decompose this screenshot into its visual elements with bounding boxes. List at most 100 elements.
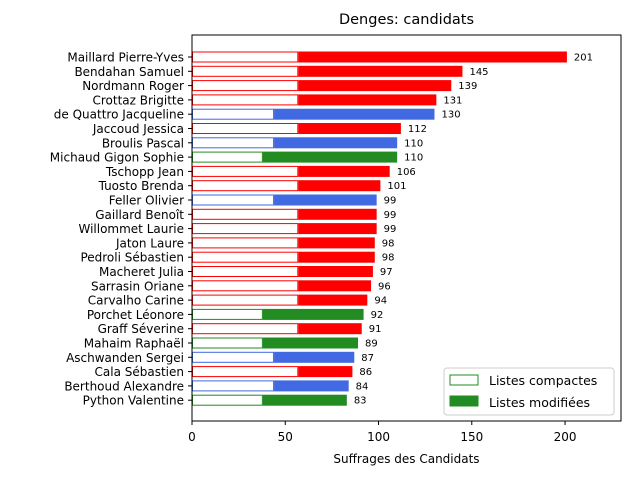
bar-compactes <box>192 108 275 120</box>
bar-modifiees <box>298 251 375 263</box>
candidate-label: Sarrasin Oriane <box>91 279 184 293</box>
value-label: 84 <box>356 381 369 392</box>
bar-modifiees <box>298 51 567 63</box>
bar-modifiees <box>298 237 375 249</box>
bar-compactes <box>192 51 299 63</box>
candidate-label: Berthoud Alexandre <box>64 379 184 393</box>
value-label: 130 <box>441 110 460 121</box>
x-tick-label: 0 <box>188 430 196 444</box>
bar-modifiees <box>298 180 381 192</box>
bar-modifiees <box>262 151 398 163</box>
chart-title: Denges: candidats <box>339 12 474 28</box>
value-label: 110 <box>404 138 423 149</box>
legend-label-modifiees: Listes modifiées <box>489 395 590 410</box>
bar-compactes <box>192 251 299 263</box>
x-ticks-group: 0 50 100 150 200 <box>188 421 576 444</box>
bar-compactes <box>192 380 275 392</box>
bar-modifiees <box>298 266 373 277</box>
bar-modifiees <box>274 380 349 392</box>
candidate-label: Michaud Gigon Sophie <box>50 151 184 165</box>
bar-modifiees <box>298 223 377 235</box>
bar-compactes <box>192 366 299 378</box>
bar-modifiees <box>274 108 435 120</box>
candidate-label: Mahaim Raphaël <box>84 337 184 351</box>
value-label: 110 <box>404 153 423 164</box>
bar-compactes <box>192 351 275 363</box>
candidate-label: Tschopp Jean <box>105 165 184 179</box>
bar-compactes <box>192 323 299 335</box>
value-label: 201 <box>574 53 593 64</box>
value-label: 98 <box>382 238 395 249</box>
bar-modifiees <box>262 394 347 406</box>
bar-modifiees <box>298 94 437 106</box>
value-label: 89 <box>365 339 378 350</box>
candidate-label: Aschwanden Sergei <box>66 351 184 365</box>
value-label: 106 <box>397 167 416 178</box>
candidate-label: Jaton Laure <box>115 236 184 250</box>
value-labels-group: 201 145 139 131 130 112 110 110 106 101 99 99 99 98 98… <box>354 53 593 407</box>
value-label: 86 <box>359 367 372 378</box>
bar-compactes <box>192 237 299 249</box>
bar-compactes <box>192 266 299 277</box>
value-label: 99 <box>384 224 397 235</box>
legend-swatch-compactes <box>449 374 479 386</box>
candidate-label: Graff Séverine <box>98 322 184 336</box>
plot-frame <box>191 34 622 422</box>
value-label: 99 <box>384 210 397 221</box>
bar-modifiees <box>298 80 452 92</box>
bar-compactes <box>192 123 299 134</box>
value-label: 101 <box>387 181 406 192</box>
bar-modifiees <box>298 165 390 177</box>
bar-modifiees <box>274 194 377 206</box>
legend-box <box>443 367 615 416</box>
legend: Listes compactes Listes modifiées <box>443 367 615 416</box>
bar-compactes <box>192 65 299 77</box>
bar-compactes <box>192 337 263 349</box>
candidate-label: Broulis Pascal <box>102 136 184 150</box>
value-label: 94 <box>374 296 387 307</box>
bar-compactes <box>192 151 263 163</box>
legend-label-compactes: Listes compactes <box>489 373 597 388</box>
value-label: 145 <box>469 67 488 78</box>
bar-modifiees <box>262 337 359 349</box>
bar-compactes <box>192 180 299 192</box>
value-label: 139 <box>458 81 477 92</box>
bar-compactes <box>192 80 299 92</box>
value-label: 87 <box>361 353 374 364</box>
bar-modifiees <box>274 351 355 363</box>
candidate-label: Porchet Léonore <box>87 308 184 322</box>
candidate-label: Willommet Laurie <box>78 222 184 236</box>
value-label: 98 <box>382 253 395 264</box>
candidate-label: Maillard Pierre-Yves <box>67 51 184 65</box>
x-tick-label: 150 <box>460 430 483 444</box>
bar-modifiees <box>298 208 377 220</box>
bar-modifiees <box>274 137 398 149</box>
bar-compactes <box>192 394 263 406</box>
value-label: 112 <box>408 124 427 135</box>
bar-modifiees <box>298 280 372 292</box>
x-tick-label: 200 <box>554 430 577 444</box>
bar-compactes <box>192 223 299 235</box>
bar-compactes <box>192 94 299 106</box>
value-label: 96 <box>378 281 391 292</box>
x-axis-title: Suffrages des Candidats <box>333 452 479 466</box>
bar-modifiees <box>262 308 364 320</box>
candidate-label: Tuosto Brenda <box>98 179 184 193</box>
value-label: 92 <box>371 310 384 321</box>
candidate-label: Cala Sébastien <box>95 365 184 379</box>
candidate-label: Crottaz Brigitte <box>92 93 184 107</box>
bar-compactes <box>192 137 275 149</box>
candidate-label: de Quattro Jacqueline <box>54 108 184 122</box>
bar-modifiees <box>298 323 362 335</box>
bar-compactes <box>192 194 275 206</box>
legend-swatch-modifiees <box>449 395 479 407</box>
x-tick-label: 100 <box>367 430 390 444</box>
bar-modifiees <box>298 123 401 134</box>
candidate-label: Jaccoud Jessica <box>92 122 184 136</box>
candidate-label: Bendahan Samuel <box>74 65 184 79</box>
bar-compactes <box>192 280 299 292</box>
bar-modifiees <box>298 294 368 306</box>
bar-compactes <box>192 208 299 220</box>
value-label: 91 <box>369 324 382 335</box>
